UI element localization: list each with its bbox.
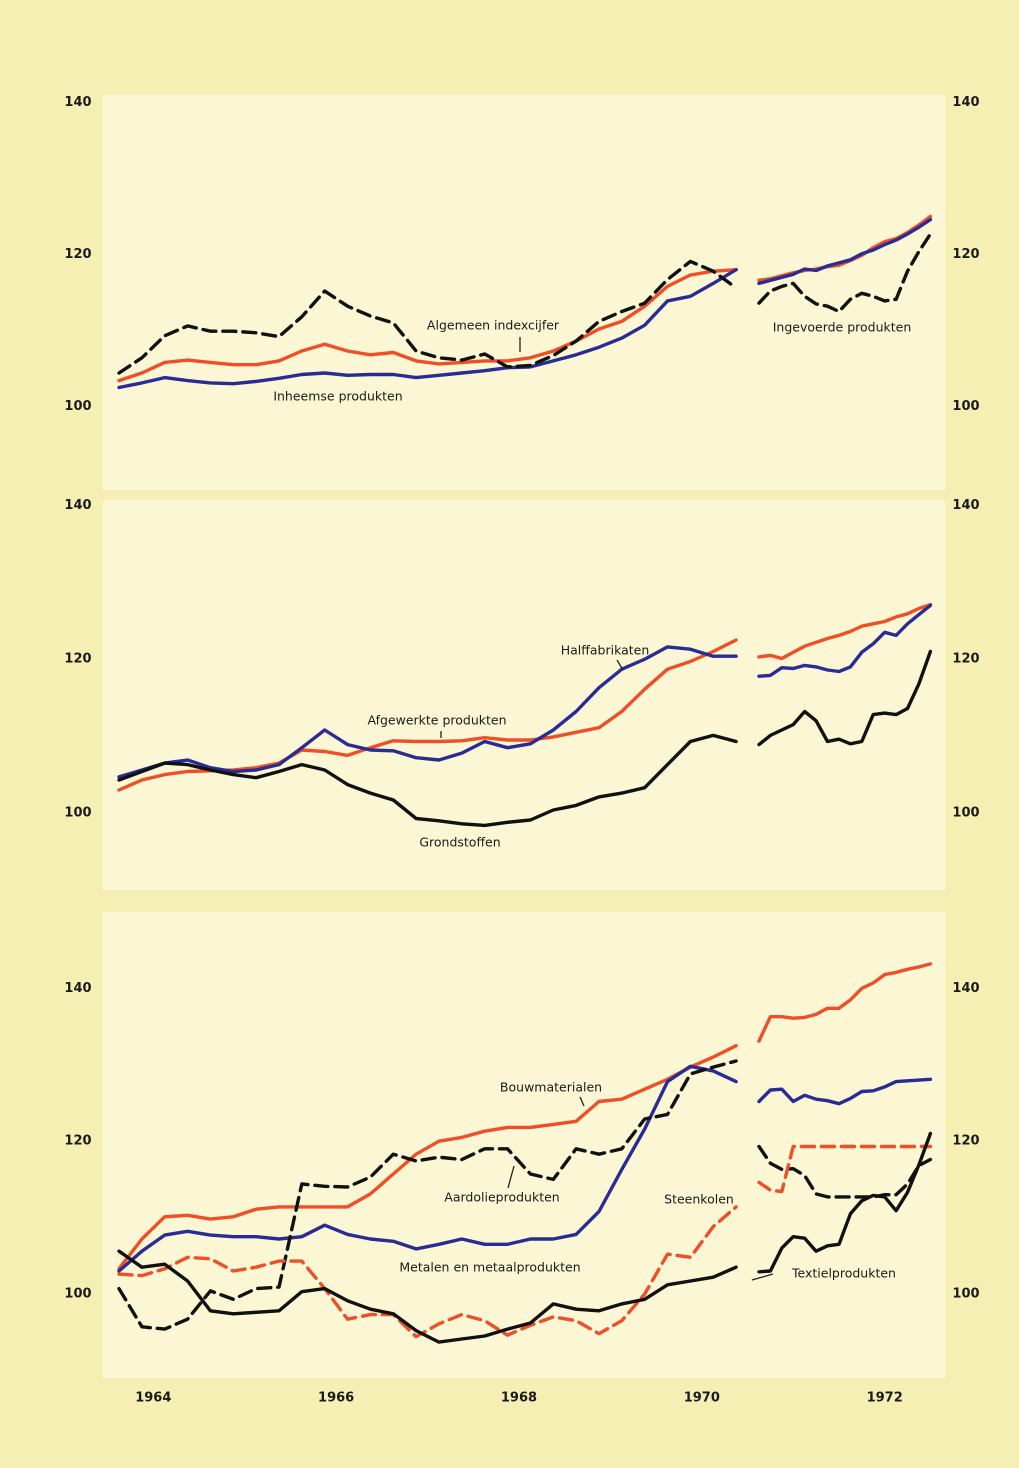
series-line [117,962,933,1271]
series-label: Ingevoerde produkten [773,320,912,335]
series-label: Bouwmaterialen [500,1080,602,1095]
label-pointer [579,1096,585,1107]
panel-background [103,500,945,890]
x-tick-label: 1966 [318,1391,354,1406]
y2-tick-label: 100 [952,1286,979,1301]
label-pointer [507,1165,515,1189]
series-line [117,1144,933,1339]
x-tick-label: 1968 [501,1391,537,1406]
series-line [117,603,933,779]
y2-tick-label: 120 [952,652,979,667]
series-line [117,232,933,375]
y2-tick-label: 140 [952,498,979,513]
y-tick-label: 120 [64,652,91,667]
x-tick-label: 1964 [135,1391,171,1406]
y2-tick-label: 100 [952,399,979,414]
panel-background [103,912,945,1378]
series-label: Aardolieprodukten [444,1190,559,1205]
y-tick-label: 120 [64,247,91,262]
panel-background [103,95,945,490]
y-tick-label: 100 [64,399,91,414]
y-tick-label: 100 [64,806,91,821]
series-label: Grondstoffen [419,835,500,850]
y-tick-label: 140 [64,95,91,110]
series-label: Afgewerkte produkten [367,713,506,728]
y-tick-label: 100 [64,1286,91,1301]
series-label: Steenkolen [664,1192,734,1207]
x-tick-label: 1972 [867,1391,903,1406]
series-label: Inheemse produkten [273,389,402,404]
y-tick-label: 120 [64,1134,91,1149]
y2-tick-label: 140 [952,981,979,996]
x-tick-label: 1970 [684,1391,720,1406]
label-pointer [751,1273,774,1281]
series-line [117,217,933,390]
y2-tick-label: 120 [952,247,979,262]
series-label: Halffabrikaten [561,643,650,658]
y2-tick-label: 120 [952,1134,979,1149]
series-line [117,1131,933,1344]
series-label: Textielprodukten [791,1266,896,1281]
series-label: Metalen en metaalprodukten [399,1260,580,1275]
series-label: Algemeen indexcijfer [427,318,560,333]
series-line [117,649,933,828]
series-line [117,1064,933,1273]
y-tick-label: 140 [64,498,91,513]
y-tick-label: 140 [64,981,91,996]
y2-tick-label: 100 [952,806,979,821]
y2-tick-label: 140 [952,95,979,110]
label-pointer [616,659,624,671]
